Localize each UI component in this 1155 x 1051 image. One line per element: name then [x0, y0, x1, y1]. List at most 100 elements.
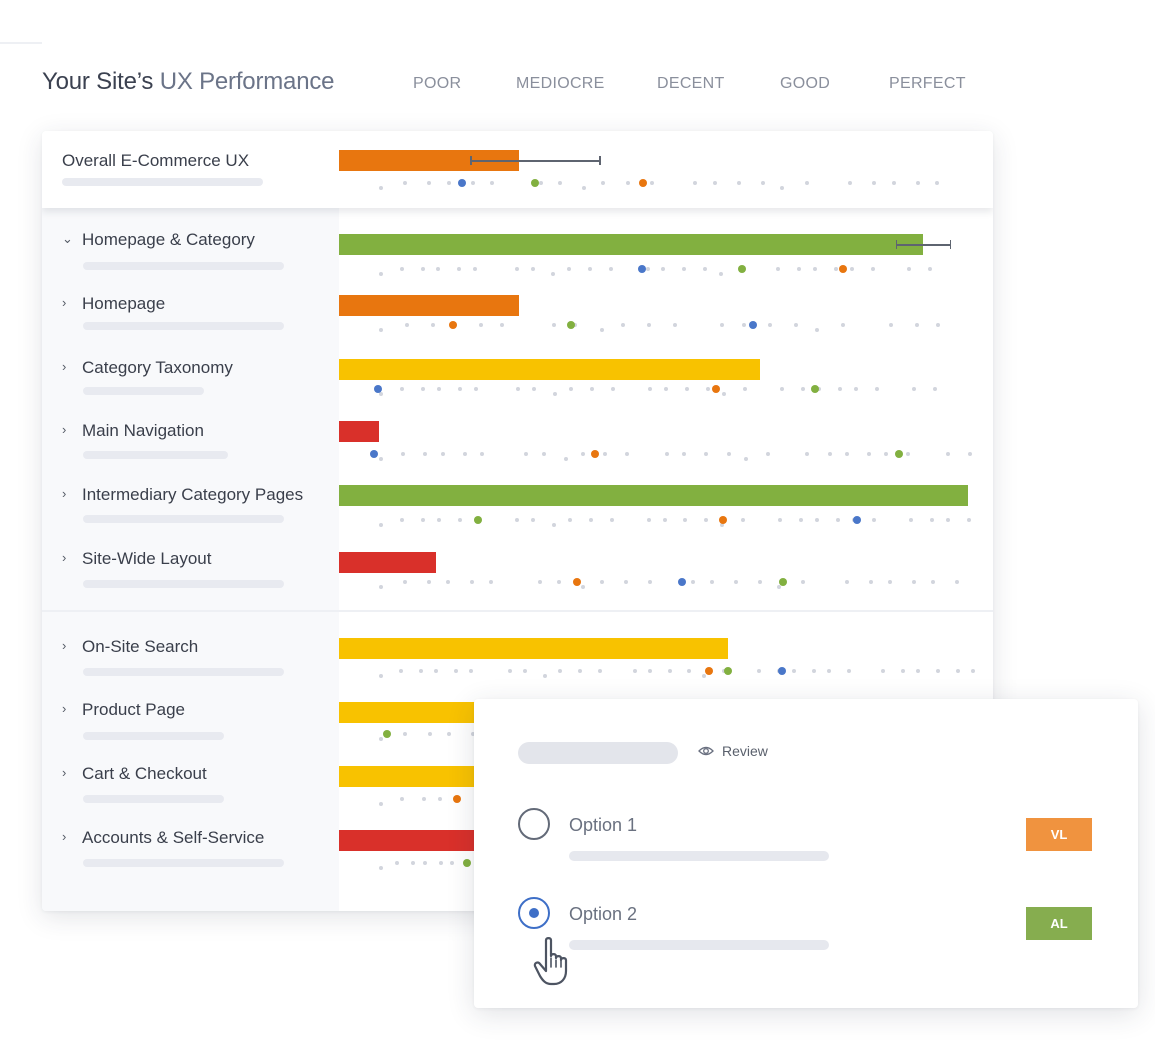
- review-link[interactable]: Review: [698, 743, 768, 759]
- hand-pointer-icon: [533, 937, 568, 986]
- data-point-highlight[interactable]: [567, 321, 575, 329]
- data-point: [632, 669, 637, 673]
- data-point: [703, 267, 708, 271]
- data-point: [956, 669, 961, 673]
- data-point: [881, 669, 886, 673]
- data-point-highlight[interactable]: [638, 265, 646, 273]
- data-point: [588, 518, 593, 522]
- score-bar-intermediary-category-pages[interactable]: [339, 485, 968, 506]
- row-label-intermediary-category-pages[interactable]: Intermediary Category Pages: [82, 485, 304, 504]
- data-point: [440, 452, 445, 456]
- chevron-down-icon[interactable]: ⌄: [62, 231, 73, 246]
- data-point-highlight[interactable]: [719, 516, 727, 524]
- data-point: [599, 328, 604, 332]
- row-label-category-taxonomy[interactable]: Category Taxonomy: [82, 358, 233, 377]
- data-point: [936, 669, 941, 673]
- option-1-label[interactable]: Option 1: [569, 815, 638, 835]
- data-point: [720, 323, 725, 327]
- row-label-homepage-category[interactable]: Homepage & Category: [82, 230, 255, 249]
- data-point-highlight[interactable]: [853, 516, 861, 524]
- data-point-highlight[interactable]: [749, 321, 757, 329]
- data-point: [780, 186, 785, 190]
- chevron-right-icon[interactable]: ›: [62, 765, 67, 780]
- data-point: [854, 387, 858, 391]
- data-point-highlight[interactable]: [639, 179, 647, 187]
- score-bar-category-taxonomy[interactable]: [339, 359, 760, 380]
- data-point-highlight[interactable]: [374, 385, 382, 393]
- chevron-right-icon[interactable]: ›: [62, 701, 67, 716]
- data-point-highlight[interactable]: [474, 516, 482, 524]
- data-point: [468, 669, 473, 673]
- data-point-highlight[interactable]: [453, 795, 461, 803]
- scale-label-mediocre: MEDIOCRE: [516, 75, 605, 92]
- data-point: [967, 518, 971, 522]
- data-point-highlight[interactable]: [591, 450, 599, 458]
- chevron-right-icon[interactable]: ›: [62, 422, 67, 437]
- row-label-product-page[interactable]: Product Page: [82, 700, 186, 719]
- score-bar-homepage[interactable]: [339, 295, 519, 316]
- data-point-highlight[interactable]: [724, 667, 732, 675]
- option-2-label[interactable]: Option 2: [569, 904, 638, 924]
- data-point: [471, 732, 475, 736]
- data-point: [777, 518, 782, 522]
- data-point: [403, 580, 408, 584]
- chevron-right-icon[interactable]: ›: [62, 550, 67, 565]
- row-label-on-site-search[interactable]: On-Site Search: [82, 637, 199, 656]
- score-bar-homepage-category[interactable]: [339, 234, 923, 255]
- data-point-highlight[interactable]: [458, 179, 466, 187]
- score-bar-on-site-search[interactable]: [339, 638, 728, 659]
- data-point-highlight[interactable]: [678, 578, 686, 586]
- row-label-overall-e-commerce-ux[interactable]: Overall E-Commerce UX: [62, 151, 250, 170]
- data-point-highlight[interactable]: [531, 179, 539, 187]
- data-point: [813, 267, 818, 271]
- row-label-main-navigation[interactable]: Main Navigation: [82, 421, 204, 440]
- data-point-highlight[interactable]: [383, 730, 391, 738]
- data-point-highlight[interactable]: [778, 667, 786, 675]
- score-bar-main-navigation[interactable]: [339, 421, 380, 442]
- chevron-right-icon[interactable]: ›: [62, 295, 67, 310]
- data-point: [379, 585, 383, 589]
- data-point: [741, 323, 746, 327]
- chevron-right-icon[interactable]: ›: [62, 829, 67, 844]
- data-point: [780, 387, 784, 391]
- score-bar-site-wide-layout[interactable]: [339, 552, 437, 573]
- data-point: [868, 580, 873, 584]
- error-bar-cap: [470, 156, 472, 165]
- score-bar-overall-e-commerce-ux[interactable]: [339, 150, 519, 171]
- data-point: [673, 323, 678, 327]
- data-point: [515, 518, 520, 522]
- data-point-highlight[interactable]: [463, 859, 471, 867]
- option-2-radio[interactable]: [518, 897, 550, 929]
- data-point-highlight[interactable]: [779, 578, 787, 586]
- data-point: [849, 267, 854, 271]
- option-2-subtext-placeholder: [569, 940, 829, 950]
- data-point: [930, 580, 935, 584]
- row-label-homepage[interactable]: Homepage: [82, 294, 166, 313]
- data-point-highlight[interactable]: [895, 450, 903, 458]
- row-label-accounts-self-service[interactable]: Accounts & Self-Service: [82, 828, 265, 847]
- overall-row[interactable]: Overall E-Commerce UX: [42, 131, 993, 208]
- error-bar-cap: [599, 156, 601, 165]
- data-point-highlight[interactable]: [839, 265, 847, 273]
- data-point: [702, 674, 707, 678]
- data-point: [480, 452, 485, 456]
- data-point-highlight[interactable]: [811, 385, 819, 393]
- data-point: [912, 387, 916, 391]
- data-point: [743, 457, 748, 461]
- data-point-highlight[interactable]: [705, 667, 713, 675]
- data-point: [524, 452, 529, 456]
- row-label-cart-checkout[interactable]: Cart & Checkout: [82, 764, 207, 783]
- data-point: [817, 387, 821, 391]
- data-point: [395, 861, 400, 865]
- data-point-highlight[interactable]: [370, 450, 378, 458]
- option-1-radio[interactable]: [518, 808, 550, 840]
- data-point-highlight[interactable]: [449, 321, 457, 329]
- chevron-right-icon[interactable]: ›: [62, 359, 67, 374]
- chevron-right-icon[interactable]: ›: [62, 638, 67, 653]
- chevron-right-icon[interactable]: ›: [62, 486, 67, 501]
- data-point: [403, 181, 408, 185]
- row-label-site-wide-layout[interactable]: Site-Wide Layout: [82, 549, 212, 568]
- data-point-highlight[interactable]: [738, 265, 746, 273]
- data-point-highlight[interactable]: [573, 578, 581, 586]
- data-point-highlight[interactable]: [712, 385, 720, 393]
